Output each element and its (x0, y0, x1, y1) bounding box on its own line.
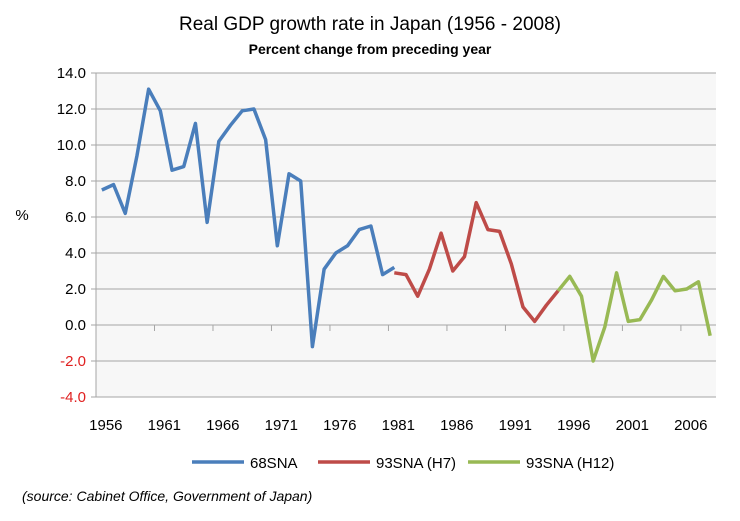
x-tick-label: 1996 (557, 417, 590, 434)
series-line-2 (556, 271, 712, 363)
y-tick-label: 4.0 (65, 245, 86, 262)
chart-subtitle: Percent change from preceding year (249, 41, 492, 57)
legend-label: 68SNA (250, 455, 298, 472)
x-tick-label: 1966 (206, 417, 239, 434)
y-tick-label: 6.0 (65, 209, 86, 226)
y-tick-label: 8.0 (65, 173, 86, 190)
x-tick-label: 1956 (89, 417, 122, 434)
x-tick-label: 2001 (616, 417, 649, 434)
legend-label: 93SNA (H12) (526, 455, 614, 472)
x-tick-label: 1961 (148, 417, 181, 434)
source-note: (source: Cabinet Office, Government of J… (22, 488, 312, 504)
x-tick-label: 1971 (265, 417, 298, 434)
x-tick-label: 1991 (499, 417, 532, 434)
series-line-0 (101, 87, 396, 349)
y-tick-label: 10.0 (57, 137, 86, 154)
legend-label: 93SNA (H7) (376, 455, 456, 472)
x-tick-label: 1986 (440, 417, 473, 434)
legend: 68SNA 93SNA (H7) 93SNA (H12) (192, 455, 614, 472)
x-tick-label: 1981 (382, 417, 415, 434)
y-axis-label: % (15, 207, 28, 224)
y-tick-label: 2.0 (65, 281, 86, 298)
x-tick-label: 2006 (674, 417, 707, 434)
y-tick-label: 0.0 (65, 317, 86, 334)
y-tick-label: 14.0 (57, 65, 86, 82)
x-tick-label: 1976 (323, 417, 356, 434)
y-tick-label: 12.0 (57, 101, 86, 118)
y-tick-label: -2.0 (60, 353, 86, 370)
chart-title: Real GDP growth rate in Japan (1956 - 20… (179, 14, 561, 35)
plot-area (96, 73, 716, 397)
y-tick-label: -4.0 (60, 389, 86, 406)
